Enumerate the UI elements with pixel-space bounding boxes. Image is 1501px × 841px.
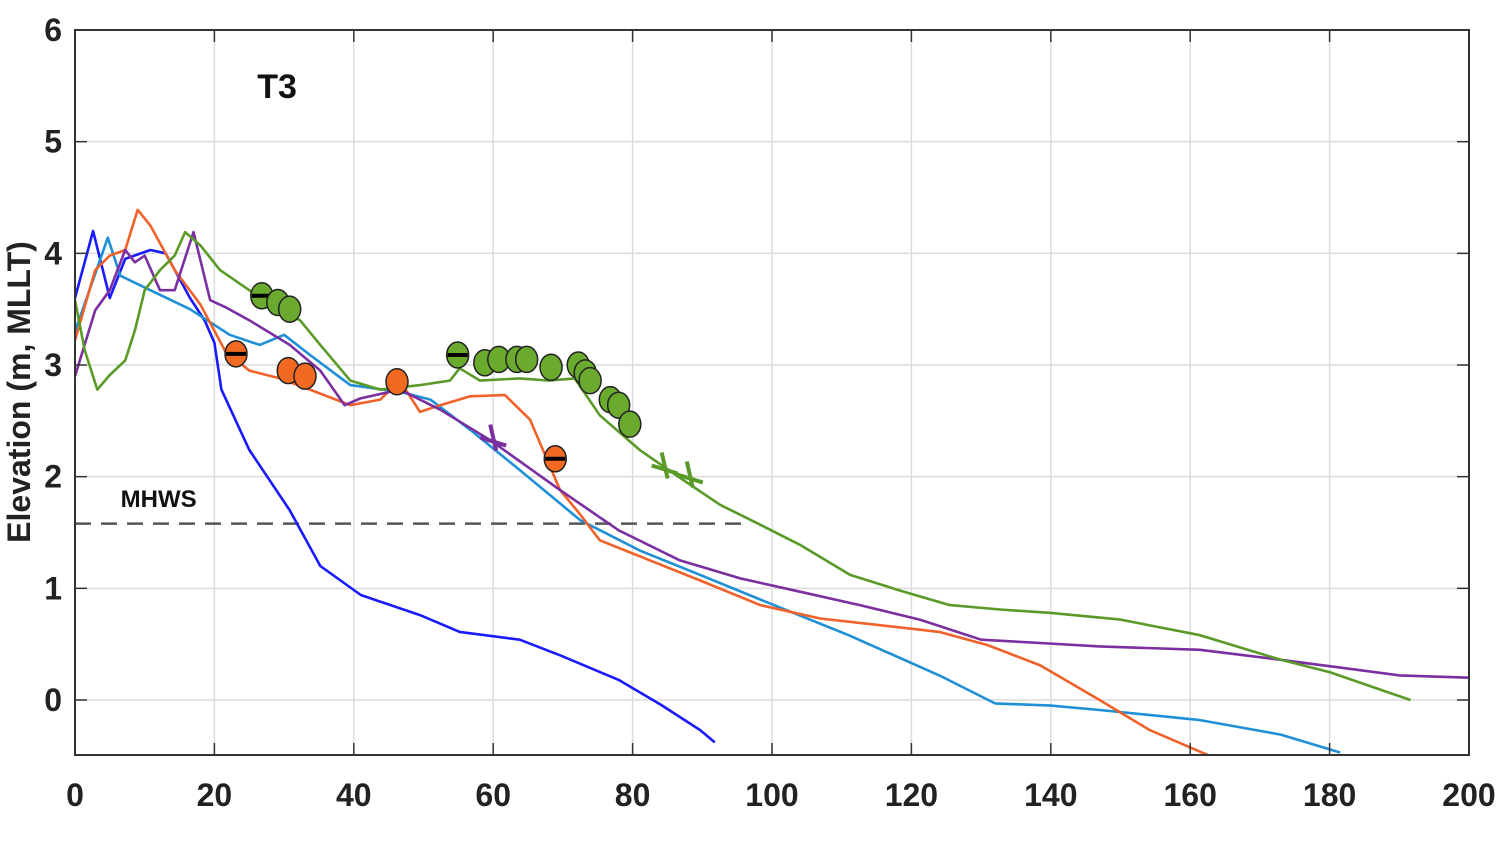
- x-tick-label: 100: [745, 777, 798, 813]
- grid: [74, 29, 1470, 755]
- x-tick-label: 180: [1303, 777, 1356, 813]
- circle-marker: [293, 362, 317, 390]
- circle-marker: [385, 368, 409, 396]
- y-tick-label: 3: [44, 347, 62, 383]
- x-tick-label: 20: [197, 777, 233, 813]
- x-tick-label: 160: [1164, 777, 1217, 813]
- axes: 0 20 40 60 80 100 120 140 160 180 200 0 1 2 3 4 5 6: [44, 12, 1495, 813]
- x-tick-label: 140: [1024, 777, 1077, 813]
- transect-label: T3: [257, 68, 297, 106]
- circle-marker: [578, 366, 602, 395]
- profile-blue-line: [75, 229, 716, 744]
- x-tick-label: 40: [336, 777, 372, 813]
- y-tick-label: 2: [44, 459, 62, 495]
- x-tick-label: 80: [615, 777, 651, 813]
- cross-marker: [676, 460, 704, 488]
- circle-marker: [514, 345, 539, 374]
- circle-marker: [606, 391, 631, 419]
- circle-marker: [618, 410, 642, 438]
- x-tick-label: 120: [885, 777, 938, 813]
- y-tick-label: 0: [44, 682, 62, 718]
- profile-purple-line: [75, 230, 1469, 679]
- cross-marker: [651, 452, 679, 479]
- y-tick-label: 6: [44, 12, 62, 48]
- plot-frame: [74, 29, 1470, 756]
- x-tick-label: 200: [1442, 777, 1495, 813]
- circle-marker: [539, 353, 563, 381]
- cross-marker-stroke: [684, 460, 695, 488]
- cross-marker: [479, 424, 507, 452]
- x-tick-label: 60: [475, 777, 511, 813]
- mhws-label: MHWS: [121, 486, 197, 513]
- y-tick-label: 5: [44, 124, 62, 160]
- x-tick-label: 0: [66, 777, 84, 813]
- plot-area: [75, 208, 1469, 755]
- cross-marker-stroke: [659, 452, 670, 479]
- y-tick-label: 1: [44, 570, 62, 606]
- y-tick-label: 4: [44, 235, 62, 271]
- profile-orange-line: [75, 208, 1211, 755]
- circle-marker: [277, 295, 302, 323]
- cross-marker-stroke: [488, 424, 499, 452]
- y-axis-label: Elevation (m, MLLT): [1, 241, 37, 543]
